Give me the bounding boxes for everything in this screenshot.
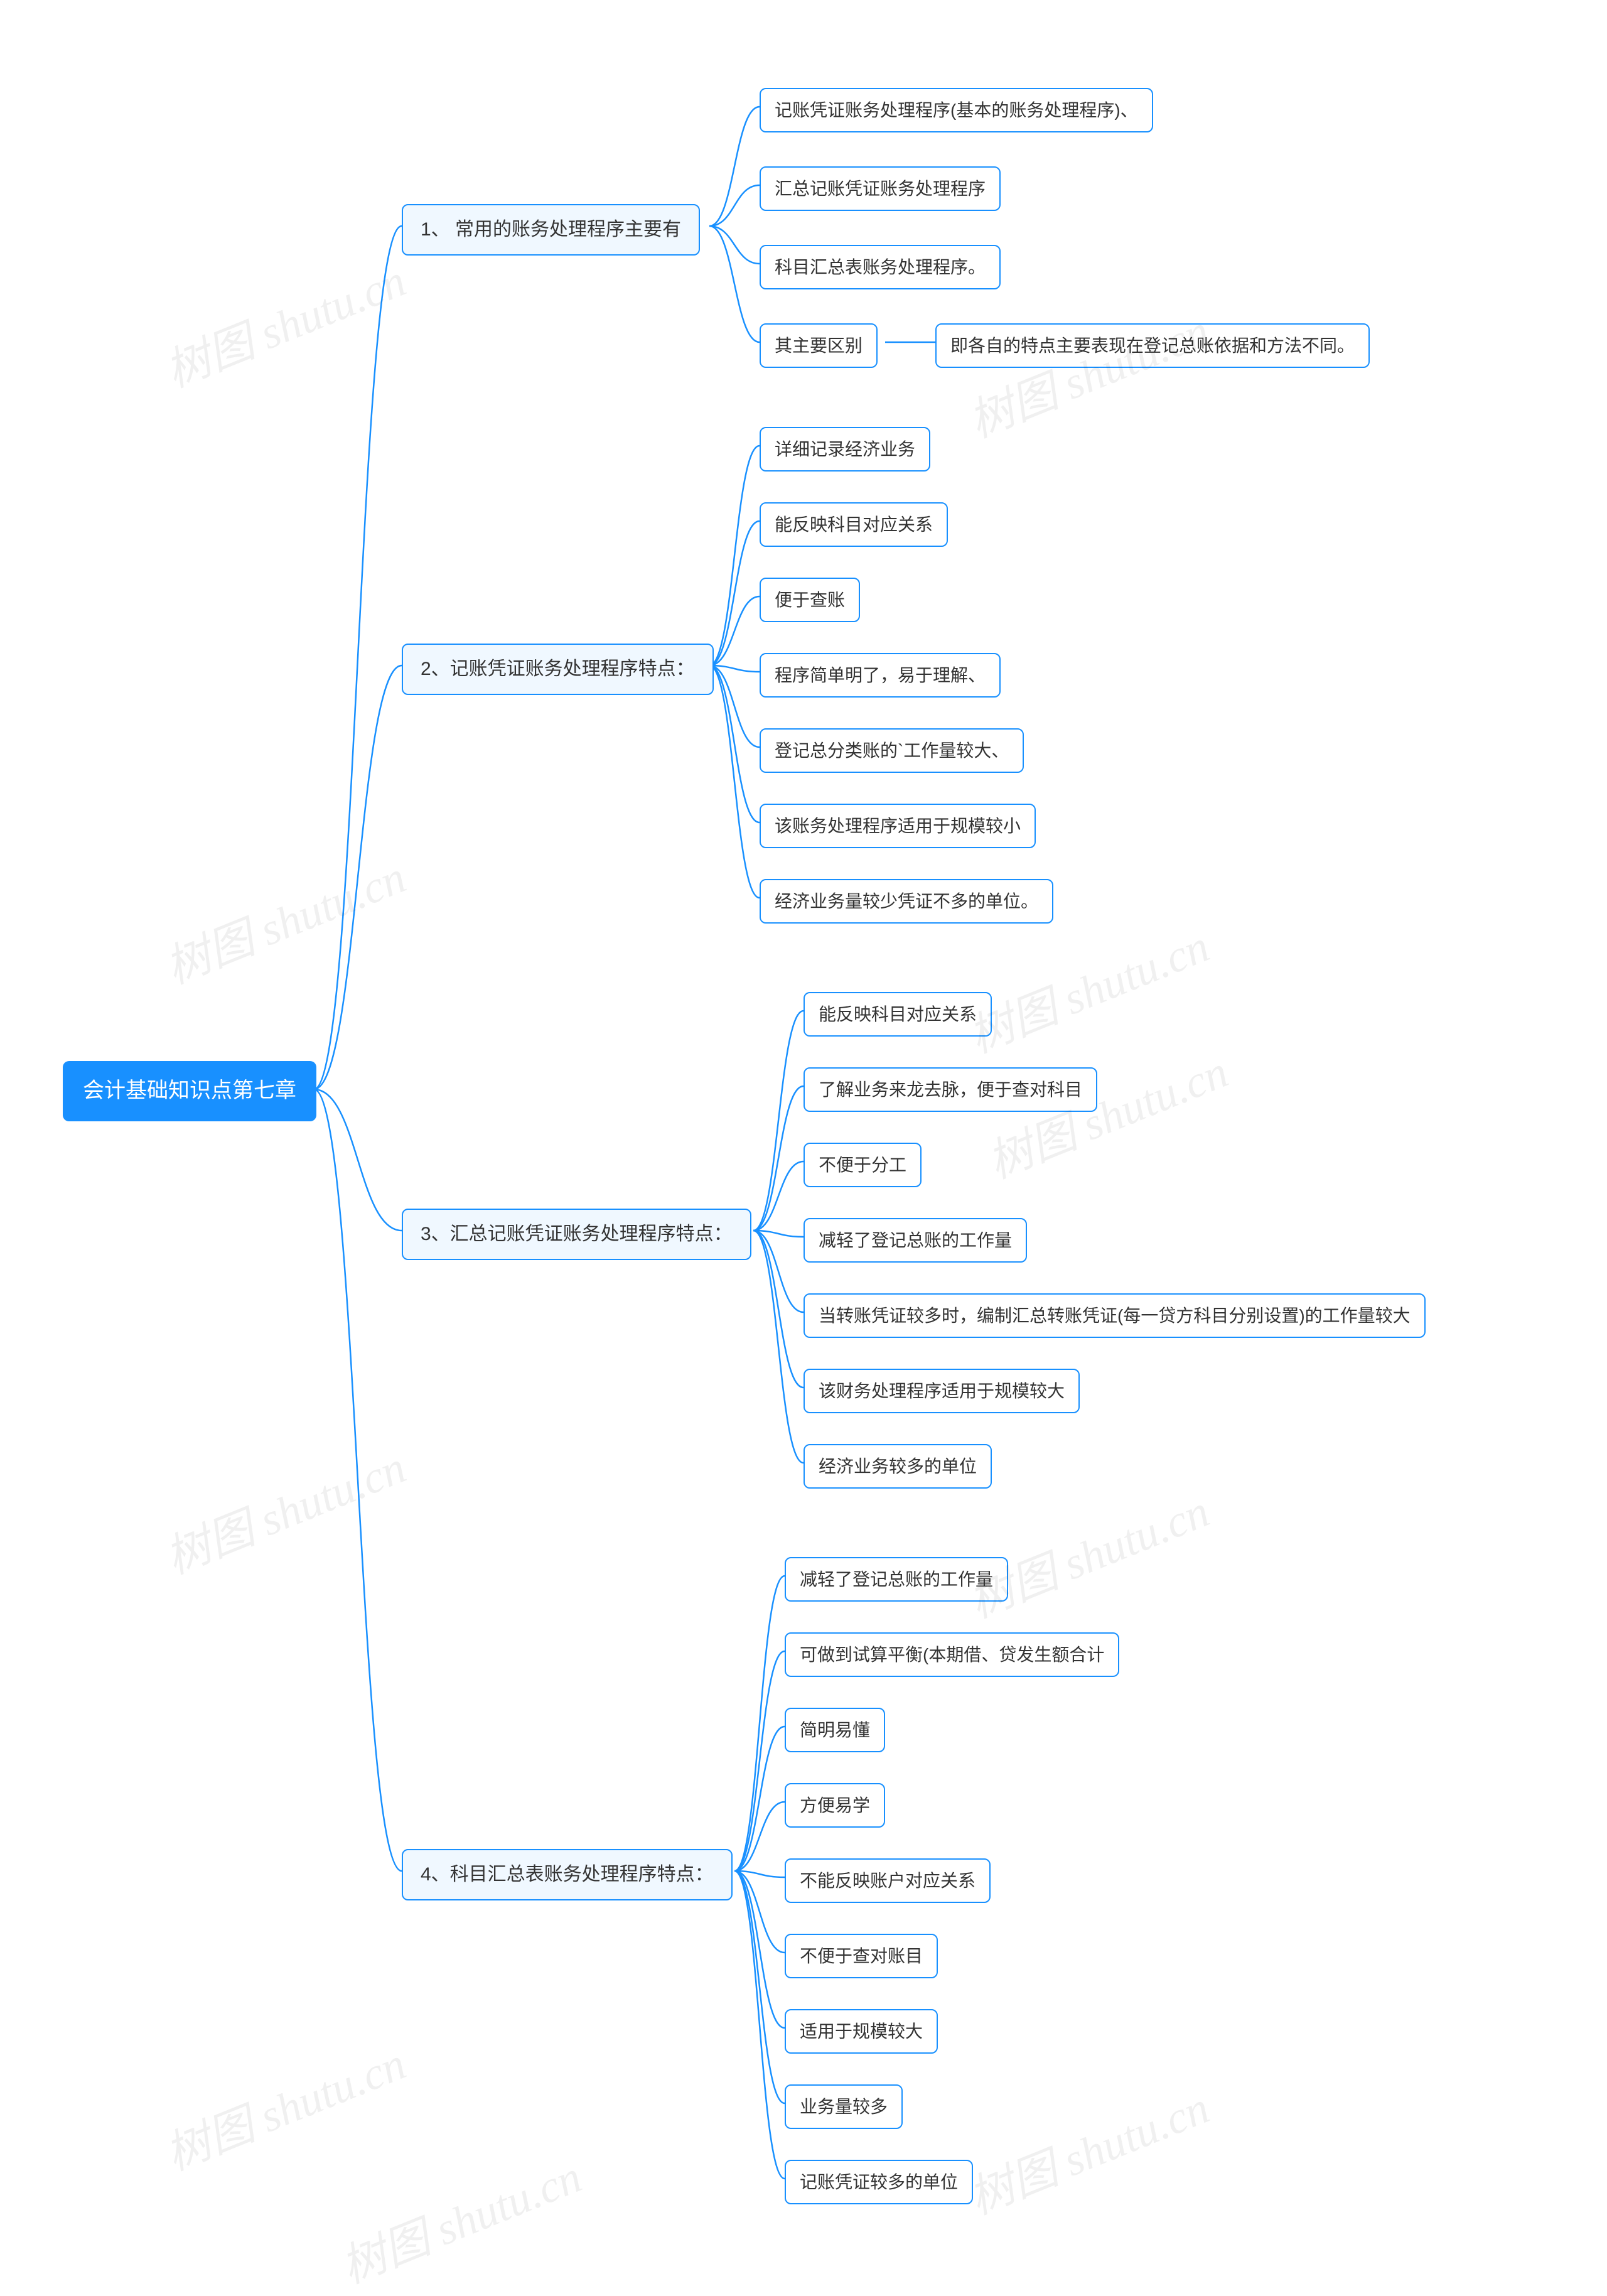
leaf-2-5[interactable]: 登记总分类账的`工作量较大、 (760, 728, 1024, 773)
leaf-1-4-label: 其主要区别 (775, 333, 863, 358)
leaf-3-2[interactable]: 了解业务来龙去脉，便于查对科目 (804, 1067, 1097, 1112)
branch-3[interactable]: 3、汇总记账凭证账务处理程序特点： (402, 1209, 751, 1260)
leaf-4-3-label: 简明易懂 (800, 1718, 870, 1742)
watermark-0: 树图 shutu.cn (154, 244, 414, 400)
watermark-1: 树图 shutu.cn (957, 294, 1217, 450)
watermark-3: 树图 shutu.cn (957, 909, 1217, 1065)
leaf-1-2-label: 汇总记账凭证账务处理程序 (775, 176, 986, 201)
watermark-2: 树图 shutu.cn (154, 840, 414, 996)
leaf-2-3-label: 便于查账 (775, 588, 845, 612)
leaf-3-1-label: 能反映科目对应关系 (819, 1002, 977, 1027)
leaf-1-3[interactable]: 科目汇总表账务处理程序。 (760, 245, 1001, 289)
watermark-9: 树图 shutu.cn (330, 2140, 589, 2296)
leaf-2-2-label: 能反映科目对应关系 (775, 512, 933, 537)
leaf-3-4-label: 减轻了登记总账的工作量 (819, 1228, 1012, 1253)
leaf-2-6[interactable]: 该账务处理程序适用于规模较小 (760, 804, 1036, 848)
root-node[interactable]: 会计基础知识点第七章 (63, 1061, 316, 1121)
branch-4[interactable]: 4、科目汇总表账务处理程序特点： (402, 1849, 733, 1900)
leaf-1-1-label: 记账凭证账务处理程序(基本的账务处理程序)、 (775, 98, 1138, 122)
leaf-3-2-label: 了解业务来龙去脉，便于查对科目 (819, 1077, 1082, 1102)
watermark-8: 树图 shutu.cn (957, 2071, 1217, 2227)
leaf-2-7-label: 经济业务量较少凭证不多的单位。 (775, 889, 1038, 914)
leaf-4-6-label: 不便于查对账目 (800, 1944, 923, 1968)
leaf-4-8[interactable]: 业务量较多 (785, 2084, 903, 2129)
leaf-4-1-label: 减轻了登记总账的工作量 (800, 1567, 993, 1592)
leaf-4-7[interactable]: 适用于规模较大 (785, 2009, 938, 2054)
branch-3-label: 3、汇总记账凭证账务处理程序特点： (421, 1221, 733, 1248)
leaf-4-4[interactable]: 方便易学 (785, 1783, 885, 1828)
leaf-2-2[interactable]: 能反映科目对应关系 (760, 502, 948, 547)
leaf-4-2[interactable]: 可做到试算平衡(本期借、贷发生额合计 (785, 1632, 1119, 1677)
leaf-4-8-label: 业务量较多 (800, 2094, 888, 2119)
watermark-7: 树图 shutu.cn (154, 2027, 414, 2183)
leaf-4-7-label: 适用于规模较大 (800, 2019, 923, 2044)
leaf-4-2-label: 可做到试算平衡(本期借、贷发生额合计 (800, 1642, 1104, 1667)
leaf-4-4-label: 方便易学 (800, 1793, 870, 1818)
branch-1[interactable]: 1、 常用的账务处理程序主要有 (402, 204, 700, 256)
leaf-1-4[interactable]: 其主要区别 (760, 323, 878, 368)
leaf-4-3[interactable]: 简明易懂 (785, 1708, 885, 1752)
leaf-2-3[interactable]: 便于查账 (760, 578, 860, 622)
leaf-2-4[interactable]: 程序简单明了，易于理解、 (760, 653, 1001, 698)
leaf-2-5-label: 登记总分类账的`工作量较大、 (775, 738, 1009, 763)
leaf-2-7[interactable]: 经济业务量较少凭证不多的单位。 (760, 879, 1053, 924)
leaf-2-6-label: 该账务处理程序适用于规模较小 (775, 814, 1021, 838)
leaf-3-7[interactable]: 经济业务较多的单位 (804, 1444, 992, 1489)
leaf-4-1[interactable]: 减轻了登记总账的工作量 (785, 1557, 1008, 1602)
leaf-3-3-label: 不便于分工 (819, 1153, 906, 1177)
leaf-3-7-label: 经济业务较多的单位 (819, 1454, 977, 1479)
leaf-4-9[interactable]: 记账凭证较多的单位 (785, 2160, 973, 2204)
leaf-3-6-label: 该财务处理程序适用于规模较大 (819, 1379, 1065, 1403)
mindmap-canvas: 会计基础知识点第七章 1、 常用的账务处理程序主要有 记账凭证账务处理程序(基本的… (0, 0, 1607, 2227)
branch-2-label: 2、记账凭证账务处理程序特点： (421, 656, 695, 682)
watermark-5: 树图 shutu.cn (154, 1430, 414, 1587)
watermark-4: 树图 shutu.cn (976, 1035, 1236, 1191)
branch-1-label: 1、 常用的账务处理程序主要有 (421, 217, 681, 243)
watermark-6: 树图 shutu.cn (957, 1474, 1217, 1630)
leaf-2-1[interactable]: 详细记录经济业务 (760, 427, 930, 472)
leaf-4-5[interactable]: 不能反映账户对应关系 (785, 1858, 991, 1903)
leaf-3-3[interactable]: 不便于分工 (804, 1143, 922, 1187)
leaf-4-5-label: 不能反映账户对应关系 (800, 1868, 975, 1893)
leaf-1-4-child-label: 即各自的特点主要表现在登记总账依据和方法不同。 (950, 333, 1355, 358)
leaf-3-1[interactable]: 能反映科目对应关系 (804, 992, 992, 1037)
leaf-3-6[interactable]: 该财务处理程序适用于规模较大 (804, 1369, 1080, 1413)
leaf-1-2[interactable]: 汇总记账凭证账务处理程序 (760, 166, 1001, 211)
leaf-3-5-label: 当转账凭证较多时，编制汇总转账凭证(每一贷方科目分别设置)的工作量较大 (819, 1303, 1411, 1328)
leaf-4-6[interactable]: 不便于查对账目 (785, 1934, 938, 1978)
root-label: 会计基础知识点第七章 (83, 1076, 296, 1106)
branch-2[interactable]: 2、记账凭证账务处理程序特点： (402, 644, 714, 695)
leaf-3-5[interactable]: 当转账凭证较多时，编制汇总转账凭证(每一贷方科目分别设置)的工作量较大 (804, 1293, 1426, 1338)
leaf-4-9-label: 记账凭证较多的单位 (800, 2170, 958, 2194)
leaf-2-1-label: 详细记录经济业务 (775, 437, 915, 461)
leaf-1-3-label: 科目汇总表账务处理程序。 (775, 255, 986, 279)
leaf-2-4-label: 程序简单明了，易于理解、 (775, 663, 986, 687)
leaf-1-1[interactable]: 记账凭证账务处理程序(基本的账务处理程序)、 (760, 88, 1153, 132)
leaf-3-4[interactable]: 减轻了登记总账的工作量 (804, 1218, 1027, 1263)
leaf-1-4-child[interactable]: 即各自的特点主要表现在登记总账依据和方法不同。 (935, 323, 1370, 368)
branch-4-label: 4、科目汇总表账务处理程序特点： (421, 1862, 714, 1888)
